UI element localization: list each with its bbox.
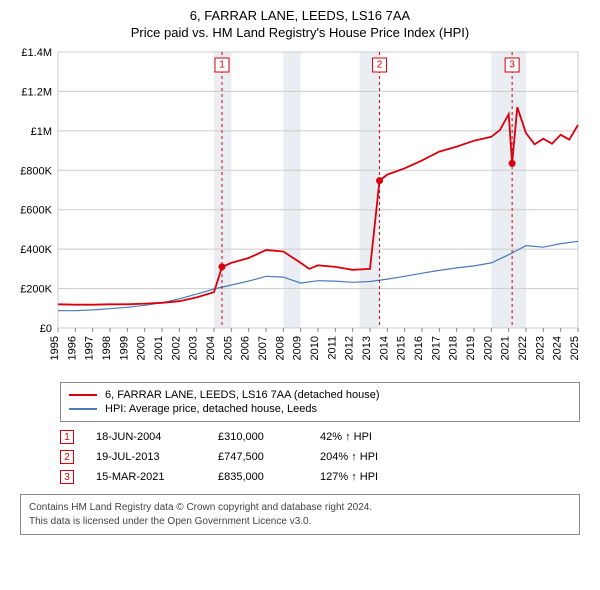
footer-line1: Contains HM Land Registry data © Crown c… xyxy=(29,501,571,515)
svg-text:2024: 2024 xyxy=(552,336,564,360)
svg-text:2004: 2004 xyxy=(205,336,217,360)
svg-text:1995: 1995 xyxy=(49,336,61,360)
svg-text:1996: 1996 xyxy=(66,336,78,360)
svg-text:2014: 2014 xyxy=(378,336,390,360)
svg-text:1: 1 xyxy=(219,60,225,71)
svg-text:2025: 2025 xyxy=(569,336,581,360)
chart-title-block: 6, FARRAR LANE, LEEDS, LS16 7AA Price pa… xyxy=(10,8,590,40)
transaction-row: 2 19-JUL-2013 £747,500 204% ↑ HPI xyxy=(60,450,580,464)
svg-text:£400K: £400K xyxy=(20,244,52,256)
legend-item: HPI: Average price, detached house, Leed… xyxy=(69,403,571,415)
transaction-marker: 1 xyxy=(60,430,74,444)
price-chart: £0 £200K £400K £600K £800K £1M £1.2M £1.4M 1995 1… xyxy=(10,46,590,376)
svg-text:£800K: £800K xyxy=(20,165,52,177)
svg-text:2: 2 xyxy=(377,60,383,71)
legend: 6, FARRAR LANE, LEEDS, LS16 7AA (detache… xyxy=(60,382,580,422)
svg-text:1999: 1999 xyxy=(118,336,130,360)
svg-text:2013: 2013 xyxy=(361,336,373,360)
svg-text:2022: 2022 xyxy=(517,336,529,360)
svg-text:2017: 2017 xyxy=(430,336,442,360)
svg-text:2020: 2020 xyxy=(482,336,494,360)
svg-text:2018: 2018 xyxy=(448,336,460,360)
legend-label: 6, FARRAR LANE, LEEDS, LS16 7AA (detache… xyxy=(105,389,380,401)
title-line1: 6, FARRAR LANE, LEEDS, LS16 7AA xyxy=(10,8,590,23)
svg-text:2021: 2021 xyxy=(500,336,512,360)
legend-item: 6, FARRAR LANE, LEEDS, LS16 7AA (detache… xyxy=(69,389,571,401)
footer-notice: Contains HM Land Registry data © Crown c… xyxy=(20,494,580,535)
svg-text:£1.4M: £1.4M xyxy=(21,47,52,59)
transaction-row: 3 15-MAR-2021 £835,000 127% ↑ HPI xyxy=(60,470,580,484)
svg-text:2015: 2015 xyxy=(396,336,408,360)
transaction-date: 19-JUL-2013 xyxy=(96,451,196,463)
svg-text:2002: 2002 xyxy=(170,336,182,360)
footer-line2: This data is licensed under the Open Gov… xyxy=(29,515,571,529)
svg-text:£600K: £600K xyxy=(20,205,52,217)
svg-text:2011: 2011 xyxy=(326,336,338,360)
legend-swatch xyxy=(69,394,97,396)
svg-text:2019: 2019 xyxy=(465,336,477,360)
transaction-row: 1 18-JUN-2004 £310,000 42% ↑ HPI xyxy=(60,430,580,444)
svg-text:2008: 2008 xyxy=(274,336,286,360)
transaction-price: £310,000 xyxy=(218,431,298,443)
transaction-list: 1 18-JUN-2004 £310,000 42% ↑ HPI 2 19-JUL-201… xyxy=(60,430,580,484)
svg-text:£1M: £1M xyxy=(31,126,52,138)
svg-text:2009: 2009 xyxy=(292,336,304,360)
title-line2: Price paid vs. HM Land Registry's House … xyxy=(10,25,590,40)
legend-swatch xyxy=(69,408,97,410)
transaction-price: £747,500 xyxy=(218,451,298,463)
svg-text:£200K: £200K xyxy=(20,284,52,296)
svg-text:2003: 2003 xyxy=(188,336,200,360)
svg-text:2023: 2023 xyxy=(534,336,546,360)
svg-text:1997: 1997 xyxy=(84,336,96,360)
svg-text:2010: 2010 xyxy=(309,336,321,360)
transaction-pct: 127% ↑ HPI xyxy=(320,471,378,483)
svg-text:£1.2M: £1.2M xyxy=(21,86,52,98)
svg-text:3: 3 xyxy=(509,60,515,71)
transaction-date: 15-MAR-2021 xyxy=(96,471,196,483)
svg-text:2016: 2016 xyxy=(413,336,425,360)
svg-text:£0: £0 xyxy=(40,323,52,335)
transaction-marker: 3 xyxy=(60,470,74,484)
svg-text:2007: 2007 xyxy=(257,336,269,360)
svg-text:2012: 2012 xyxy=(344,336,356,360)
svg-text:2001: 2001 xyxy=(153,336,165,360)
transaction-price: £835,000 xyxy=(218,471,298,483)
svg-text:2000: 2000 xyxy=(136,336,148,360)
transaction-marker: 2 xyxy=(60,450,74,464)
legend-label: HPI: Average price, detached house, Leed… xyxy=(105,403,317,415)
transaction-date: 18-JUN-2004 xyxy=(96,431,196,443)
svg-text:1998: 1998 xyxy=(101,336,113,360)
svg-text:2005: 2005 xyxy=(222,336,234,360)
transaction-pct: 204% ↑ HPI xyxy=(320,451,378,463)
transaction-pct: 42% ↑ HPI xyxy=(320,431,372,443)
svg-text:2006: 2006 xyxy=(240,336,252,360)
